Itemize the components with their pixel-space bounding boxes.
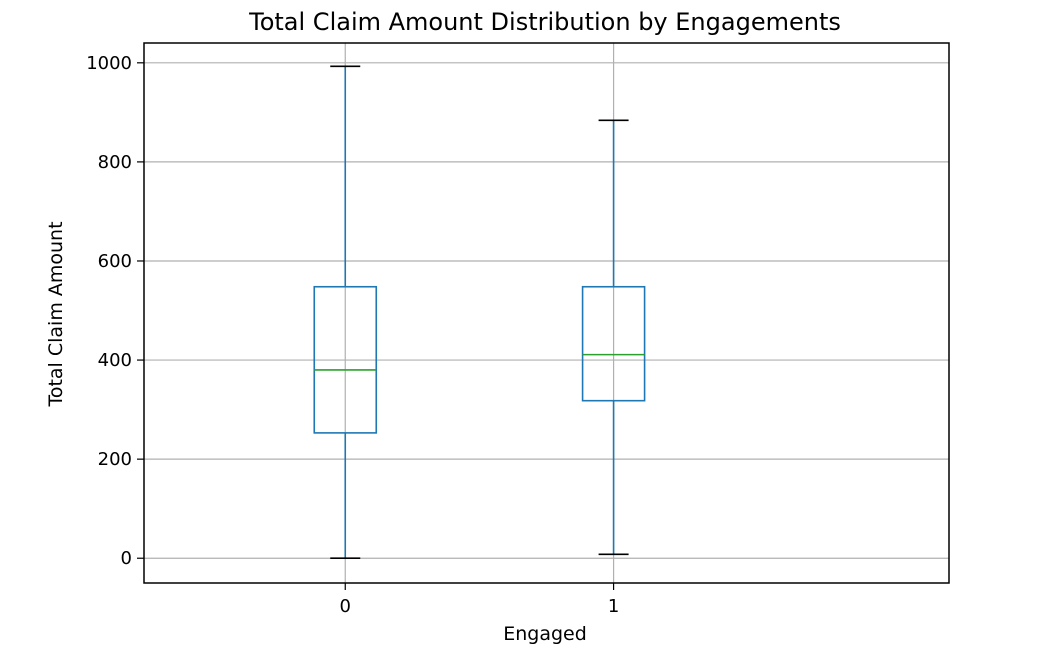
axis-ticks: 0 200 400 600 800 1000 0 1 bbox=[86, 53, 619, 617]
y-tick-label: 200 bbox=[98, 449, 132, 470]
y-axis-label: Total Claim Amount bbox=[45, 221, 67, 407]
y-tick-label: 600 bbox=[98, 251, 132, 272]
iqr-box bbox=[581, 285, 646, 402]
x-axis-label: Engaged bbox=[503, 623, 587, 645]
y-tick-label: 1000 bbox=[86, 53, 132, 74]
grid-lines bbox=[144, 43, 949, 583]
x-tick-label: 1 bbox=[608, 596, 619, 617]
y-tick-label: 400 bbox=[98, 350, 132, 371]
chart-title: Total Claim Amount Distribution by Engag… bbox=[248, 8, 841, 36]
box-series bbox=[313, 65, 646, 560]
x-tick-label: 0 bbox=[340, 596, 351, 617]
iqr-box bbox=[313, 285, 378, 434]
y-tick-label: 800 bbox=[98, 152, 132, 173]
y-tick-label: 0 bbox=[121, 548, 132, 569]
plot-frame bbox=[143, 42, 950, 584]
